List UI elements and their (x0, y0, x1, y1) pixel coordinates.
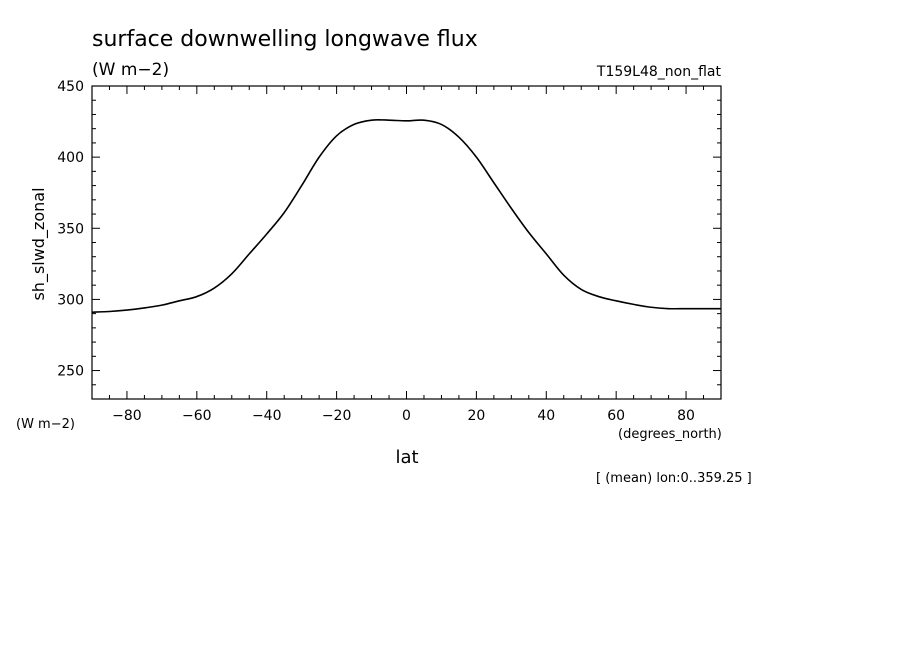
experiment-label: T159L48_non_flat (596, 64, 722, 80)
x-axis-label: lat (395, 447, 418, 468)
plot-area: −80 −60 −40 −20 0 20 40 60 80 250 300 350 400 450 (57, 79, 722, 424)
chart-title: surface downwelling longwave flux (92, 27, 478, 52)
x-tick-label: 60 (607, 408, 625, 424)
y-tick-labels: 250 300 350 400 450 (57, 79, 84, 380)
y-tick-label: 400 (57, 150, 84, 166)
x-units-label: (degrees_north) (618, 427, 722, 442)
x-tick-label: −40 (252, 408, 282, 424)
footnote: [ (mean) lon:0..359.25 ] (596, 471, 752, 486)
units-label: (W m−2) (92, 60, 169, 80)
x-tick-label: −80 (112, 408, 142, 424)
x-tick-label: 80 (677, 408, 695, 424)
x-tick-label: 0 (402, 408, 411, 424)
y-tick-label: 300 (57, 292, 84, 308)
axis-ticks (91, 85, 722, 400)
y-axis-label: sh_slwd_zonal (29, 187, 49, 300)
x-tick-labels: −80 −60 −40 −20 0 20 40 60 80 (112, 408, 695, 424)
x-tick-label: −60 (182, 408, 212, 424)
y-units-label: (W m−2) (16, 417, 75, 432)
y-tick-label: 250 (57, 364, 84, 380)
y-tick-label: 350 (57, 221, 84, 237)
x-tick-label: −20 (322, 408, 352, 424)
y-tick-label: 450 (57, 79, 84, 95)
x-tick-label: 20 (467, 408, 485, 424)
plot-frame (91, 85, 722, 400)
x-tick-label: 40 (537, 408, 555, 424)
series-line (91, 119, 721, 314)
